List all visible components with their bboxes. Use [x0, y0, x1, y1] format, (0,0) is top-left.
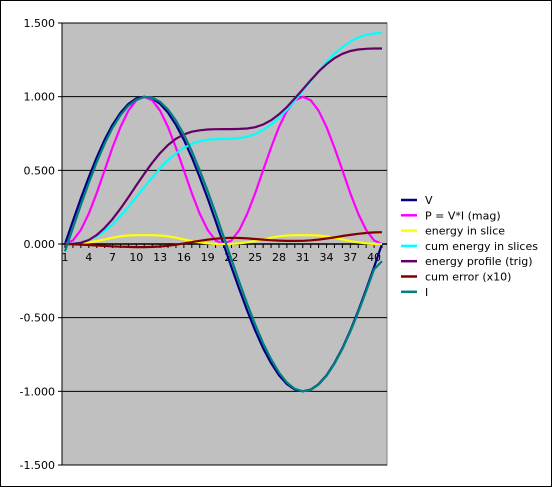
- legend-label-3: cum energy in slices: [425, 240, 538, 253]
- series-line-3: [64, 31, 383, 246]
- x-tick-label: 16: [177, 251, 191, 264]
- x-tick-label: 34: [320, 251, 334, 264]
- x-tick-label: 37: [343, 251, 357, 264]
- x-tick-label: 19: [201, 251, 215, 264]
- legend-label-5: cum error (x10): [425, 271, 511, 284]
- x-tick-label: 13: [153, 251, 167, 264]
- x-tick-label: 10: [129, 251, 143, 264]
- x-tick-label: 31: [296, 251, 310, 264]
- legend-label-4: energy profile (trig): [425, 255, 533, 268]
- y-axis: 1.500 1.000 0.500 0.000 -0.500 -1.000 -1.500: [20, 17, 63, 472]
- x-tick-label: 4: [85, 251, 92, 264]
- legend: V P = V*I (mag) energy in slice cum energy …: [401, 194, 538, 299]
- x-axis: 1 4 7 10 13 16 19 22 25 28 31 34 37 40: [62, 243, 387, 264]
- y-tick-label: 0.500: [24, 164, 56, 177]
- x-tick-label: 28: [272, 251, 286, 264]
- legend-label-1: P = V*I (mag): [425, 209, 501, 222]
- y-tick-label: 1.000: [24, 91, 56, 104]
- series-line-2: [64, 234, 383, 246]
- series-line-6: [63, 95, 383, 393]
- y-tick-label: -1.000: [20, 385, 55, 398]
- y-tick-label: -1.500: [20, 459, 55, 472]
- grid-lines: [62, 22, 387, 466]
- x-tick-label: 7: [109, 251, 116, 264]
- legend-label-0: V: [425, 194, 433, 207]
- legend-label-6: I: [425, 286, 428, 299]
- legend-label-2: energy in slice: [425, 225, 505, 238]
- x-tick-label: 1: [62, 251, 69, 264]
- x-tick-label: 25: [248, 251, 262, 264]
- series-lines: [63, 31, 384, 393]
- y-tick-label: 0.000: [24, 238, 56, 251]
- y-tick-label: 1.500: [24, 17, 56, 30]
- series-line-4: [64, 47, 382, 246]
- y-tick-label: -0.500: [20, 312, 55, 325]
